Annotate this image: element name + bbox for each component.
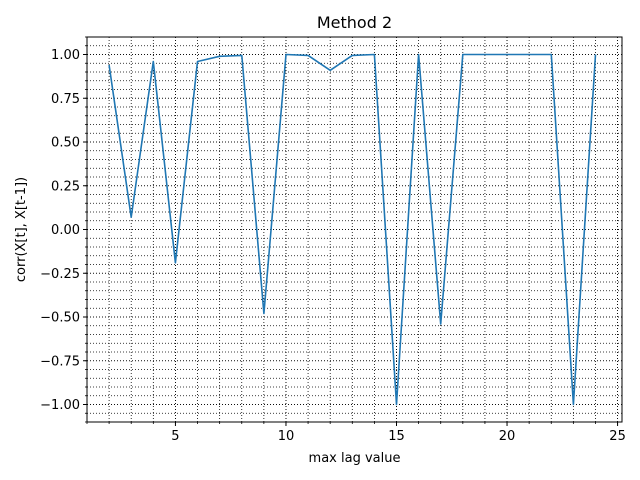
x-axis-label: max lag value bbox=[309, 451, 401, 466]
y-tick-label: 0.75 bbox=[51, 92, 80, 107]
y-tick-label: 0.25 bbox=[51, 179, 80, 194]
y-axis-label: corr(X[t], X[t-1]) bbox=[14, 177, 29, 282]
ticks: 5 10 15 20 25 −1.00 −0.75 −0.50 −0.25 0.00 0.25 0.5… bbox=[40, 36, 626, 444]
y-tick-label: −0.75 bbox=[40, 354, 80, 369]
x-tick-label: 10 bbox=[278, 429, 295, 444]
y-tick-label: −0.25 bbox=[40, 267, 80, 282]
x-tick-label: 25 bbox=[609, 429, 626, 444]
series-line bbox=[108, 53, 597, 406]
y-tick-label: −1.00 bbox=[40, 398, 80, 413]
x-tick-label: 5 bbox=[171, 429, 179, 444]
y-tick-label: 0.00 bbox=[51, 223, 80, 238]
x-tick-label: 20 bbox=[499, 429, 516, 444]
y-tick-label: 0.50 bbox=[51, 136, 80, 151]
x-tick-label: 15 bbox=[388, 429, 405, 444]
y-tick-label: 1.00 bbox=[51, 48, 80, 63]
grid bbox=[86, 36, 622, 423]
plot-area bbox=[108, 53, 597, 406]
chart-title: Method 2 bbox=[317, 13, 392, 32]
y-tick-label: −0.50 bbox=[40, 311, 80, 326]
